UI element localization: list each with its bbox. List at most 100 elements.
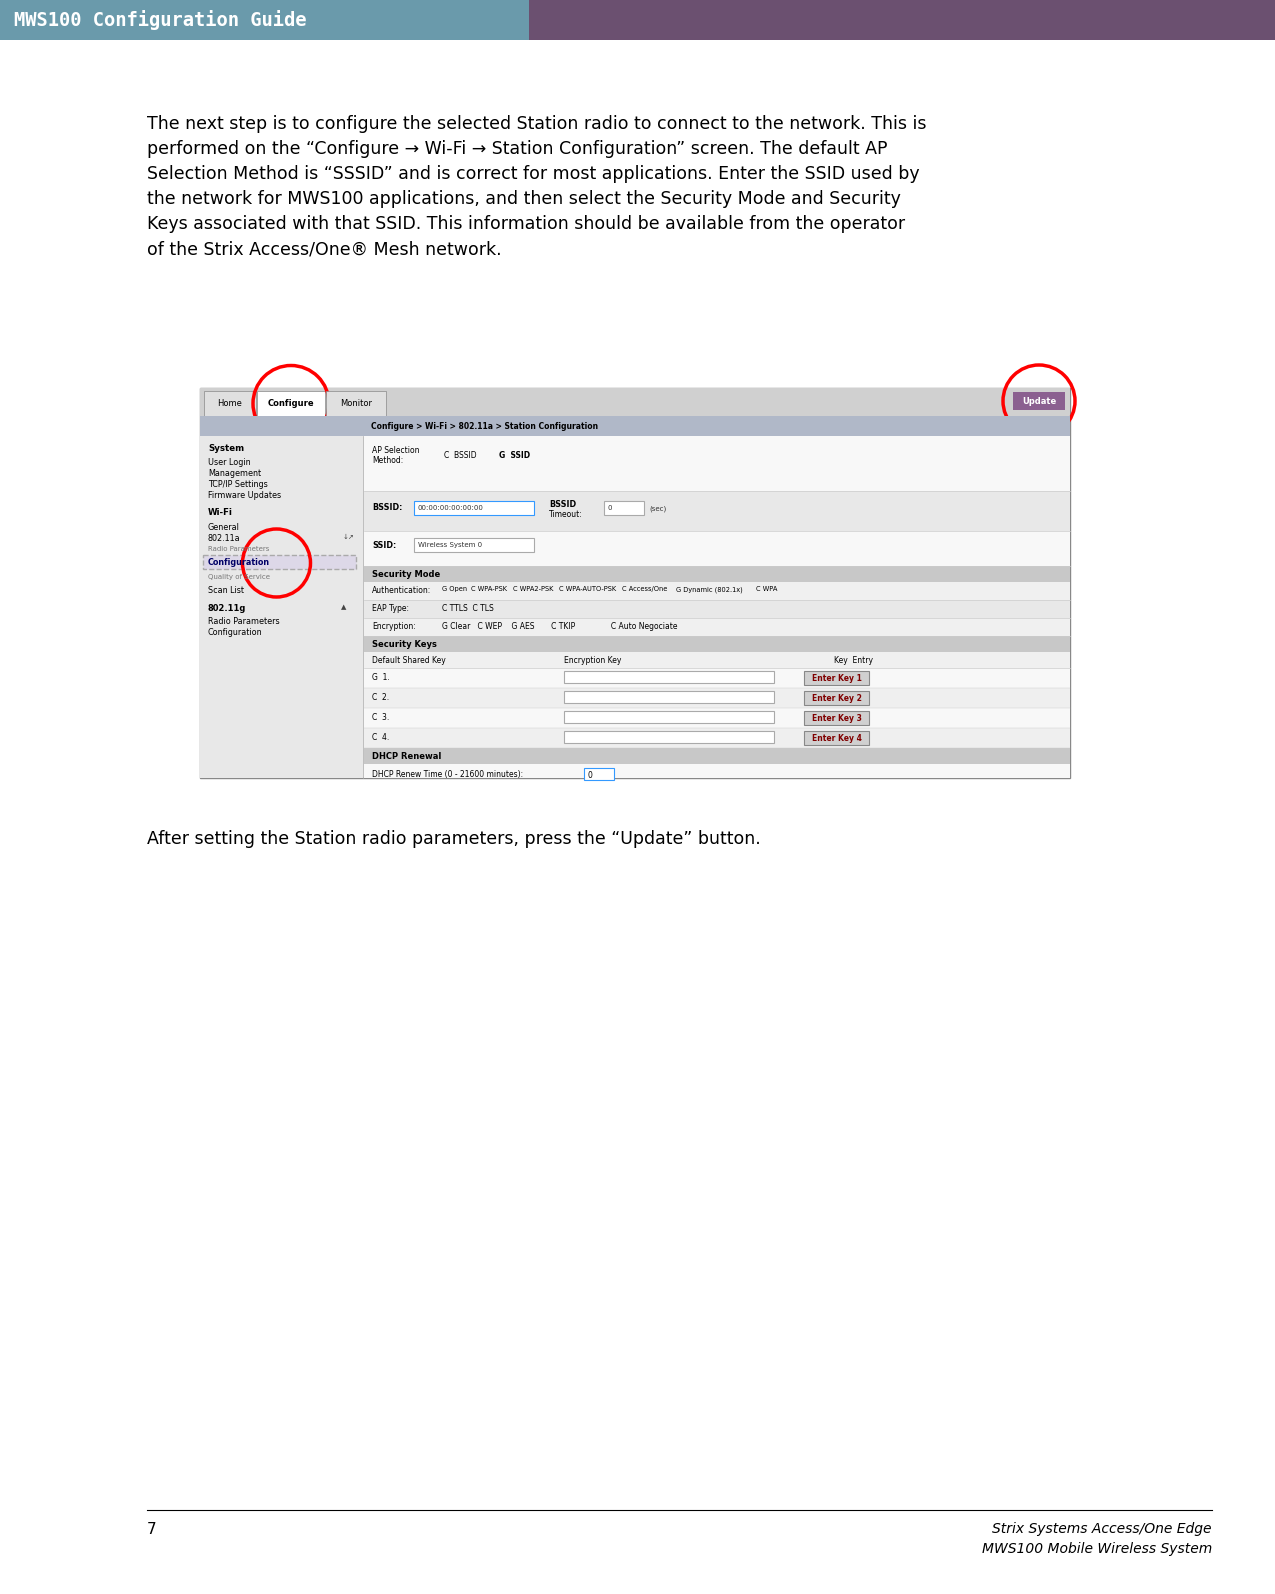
Text: Monitor: Monitor [340, 398, 372, 408]
Bar [200, 416, 1070, 437]
Text: G  1.: G 1. [372, 673, 390, 682]
Text: G Clear   C WEP    G AES       C TKIP               C Auto Negociate: G Clear C WEP G AES C TKIP C Auto Negoci… [442, 622, 677, 631]
Text: BSSID: BSSID [550, 501, 576, 508]
Text: Quality of Service: Quality of Service [208, 574, 270, 580]
Text: Configuration: Configuration [208, 628, 263, 638]
Text: Method:: Method: [372, 456, 403, 465]
Text: G Dynamic (802.1x): G Dynamic (802.1x) [676, 587, 743, 593]
Bar [414, 501, 534, 515]
Text: ↓↗: ↓↗ [343, 534, 354, 540]
Text: Update: Update [1021, 397, 1056, 405]
Bar [363, 748, 1070, 764]
Bar [203, 555, 356, 569]
Text: Encryption:: Encryption: [372, 622, 416, 631]
Text: G Open: G Open [442, 587, 467, 591]
Bar [529, 0, 1275, 40]
Text: DHCP Renew Time (0 - 21600 minutes):: DHCP Renew Time (0 - 21600 minutes): [372, 770, 523, 779]
Bar [363, 652, 1070, 668]
Text: 802.11g: 802.11g [208, 604, 246, 614]
Text: (sec): (sec) [649, 505, 667, 512]
Bar [363, 708, 1070, 728]
Text: Security Mode: Security Mode [372, 571, 440, 579]
Bar [564, 671, 774, 682]
Bar [363, 491, 1070, 531]
Text: Enter Key 2: Enter Key 2 [812, 693, 862, 703]
Text: Encryption Key: Encryption Key [564, 657, 621, 665]
Text: EAP Type:: EAP Type: [372, 604, 409, 614]
Text: Wireless System 0: Wireless System 0 [418, 542, 482, 548]
Bar [805, 671, 870, 685]
Text: After setting the Station radio parameters, press the “Update” button.: After setting the Station radio paramete… [147, 830, 761, 848]
Bar [584, 768, 615, 779]
Text: Authentication:: Authentication: [372, 587, 431, 595]
Text: Security Keys: Security Keys [372, 641, 437, 649]
Bar [363, 437, 1070, 491]
Text: C  BSSID: C BSSID [444, 451, 477, 461]
Bar [200, 387, 1070, 778]
Bar [200, 387, 1070, 416]
Bar [363, 764, 1070, 778]
Bar [363, 636, 1070, 652]
Text: C TTLS  C TLS: C TTLS C TLS [442, 604, 493, 614]
Bar [805, 692, 870, 705]
Text: Timeout:: Timeout: [550, 510, 583, 520]
Text: 802.11a: 802.11a [208, 534, 241, 544]
Text: ▲: ▲ [340, 604, 347, 611]
Text: Management: Management [208, 469, 261, 478]
Text: System: System [208, 445, 244, 453]
Text: Configure > Wi-Fi > 802.11a > Station Configuration: Configure > Wi-Fi > 802.11a > Station Co… [371, 421, 598, 430]
Bar [204, 391, 256, 416]
Text: Enter Key 3: Enter Key 3 [812, 714, 862, 722]
Bar [604, 501, 644, 515]
Text: C WPA-PSK: C WPA-PSK [472, 587, 507, 591]
Text: Radio Parameters: Radio Parameters [208, 617, 279, 626]
Text: 0: 0 [608, 505, 612, 512]
Text: C Access/One: C Access/One [622, 587, 667, 591]
Bar [363, 531, 1070, 566]
Text: The next step is to configure the selected Station radio to connect to the netwo: The next step is to configure the select… [147, 115, 927, 258]
Text: Home: Home [218, 398, 242, 408]
Text: BSSID:: BSSID: [372, 504, 403, 512]
Text: AP Selection: AP Selection [372, 446, 419, 454]
Bar [805, 732, 870, 744]
Bar [1014, 392, 1065, 410]
Bar [363, 728, 1070, 748]
Text: Configuration: Configuration [208, 558, 270, 567]
Bar [564, 692, 774, 703]
Text: MWS100 Configuration Guide: MWS100 Configuration Guide [14, 10, 306, 30]
Bar [363, 599, 1070, 618]
Text: User Login: User Login [208, 457, 251, 467]
Bar [805, 711, 870, 725]
Bar [363, 668, 1070, 689]
Text: G  SSID: G SSID [499, 451, 530, 461]
Bar [258, 391, 325, 416]
Text: Firmware Updates: Firmware Updates [208, 491, 280, 501]
Text: General: General [208, 523, 240, 532]
Bar [363, 689, 1070, 708]
Text: DHCP Renewal: DHCP Renewal [372, 752, 441, 760]
Bar [564, 711, 774, 724]
Text: C  2.: C 2. [372, 693, 389, 701]
Text: C  4.: C 4. [372, 733, 389, 741]
Text: Default Shared Key: Default Shared Key [372, 657, 446, 665]
Bar [414, 539, 534, 552]
Text: Key  Entry: Key Entry [834, 657, 873, 665]
Bar [326, 391, 386, 416]
Text: C WPA2-PSK: C WPA2-PSK [513, 587, 553, 591]
Text: 00:00:00:00:00:00: 00:00:00:00:00:00 [418, 505, 484, 512]
Text: Strix Systems Access/One Edge
MWS100 Mobile Wireless System: Strix Systems Access/One Edge MWS100 Mob… [982, 1522, 1213, 1556]
Bar [363, 618, 1070, 636]
Text: Enter Key 4: Enter Key 4 [812, 733, 862, 743]
Text: Radio Parameters: Radio Parameters [208, 547, 269, 552]
Text: TCP/IP Settings: TCP/IP Settings [208, 480, 268, 489]
Bar [200, 437, 363, 778]
Bar [564, 732, 774, 743]
Bar [363, 566, 1070, 582]
Bar [363, 582, 1070, 599]
Text: Configure: Configure [268, 398, 315, 408]
Text: SSID:: SSID: [372, 540, 397, 550]
Text: Enter Key 1: Enter Key 1 [812, 674, 862, 682]
Text: Scan List: Scan List [208, 587, 244, 595]
Text: C WPA: C WPA [756, 587, 778, 591]
Text: Wi-Fi: Wi-Fi [208, 508, 233, 516]
